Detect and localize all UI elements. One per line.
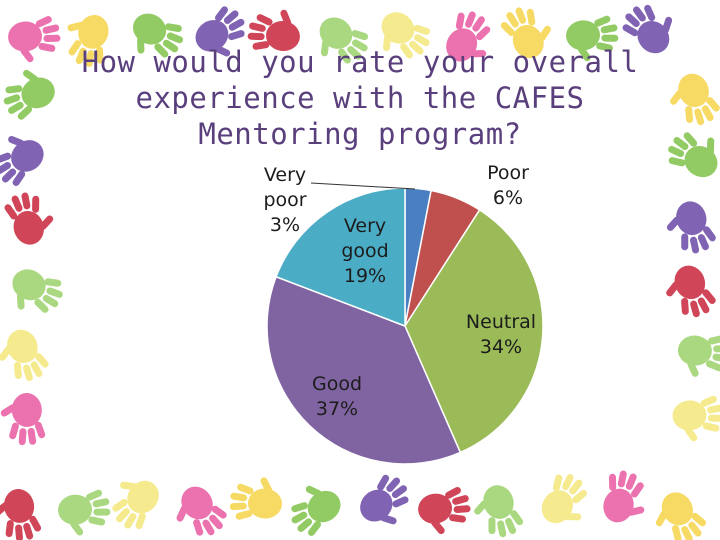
handprint-icon: [176, 486, 227, 536]
handprint-icon: [0, 489, 42, 540]
handprint-icon: [655, 492, 707, 540]
handprint-icon: [677, 335, 720, 377]
handprint-icon: [247, 9, 300, 52]
handprint-icon: [133, 13, 184, 58]
handprint-icon: [8, 16, 61, 63]
handprint-icon: [58, 489, 111, 536]
handprint-icon: [360, 474, 409, 525]
very-poor-leader-line: [310, 182, 416, 190]
handprint-icon: [603, 470, 645, 523]
handprint-icon: [0, 135, 44, 186]
handprint-icon: [112, 480, 159, 530]
pie-slice-neutral: [404, 208, 544, 454]
handprint-icon: [229, 477, 282, 520]
handprint-icon: [4, 192, 54, 245]
handprint-icon: [12, 269, 63, 313]
data-label-good: Good 37%: [312, 373, 362, 420]
pie-slice-good: [266, 275, 462, 465]
slide-title: How would you rate your overall experien…: [81, 45, 639, 151]
handprint-icon: [670, 73, 720, 126]
handprint-icon: [67, 15, 109, 67]
handprint-icon: [474, 485, 524, 538]
handprint-icon: [622, 4, 673, 54]
handprint-icon: [666, 265, 716, 318]
pie-slice-very-good: [275, 187, 406, 328]
handprint-icon: [381, 12, 431, 59]
handprint-icon: [566, 15, 619, 62]
handprint-icon: [3, 69, 55, 120]
handprint-icon: [666, 201, 716, 254]
handprint-icon: [418, 486, 471, 535]
handprint-icon: [0, 393, 46, 446]
handprint-icon: [500, 7, 551, 59]
data-label-very-good: Very good 19%: [341, 215, 388, 287]
handprint-icon: [0, 329, 49, 382]
handprint-icon: [446, 11, 491, 62]
pie-slices: [266, 187, 544, 465]
data-label-neutral: Neutral 34%: [466, 311, 536, 358]
handprint-icon: [291, 485, 341, 536]
data-label-very-poor: Very poor 3%: [263, 164, 306, 236]
data-label-poor: Poor 6%: [487, 162, 529, 209]
pie-labels: Very poor 3% Poor 6% Neutral 34% Good 37% Very goo…: [263, 162, 536, 420]
handprint-icon: [195, 6, 245, 57]
handprint-icon: [541, 474, 587, 524]
handprint-icon: [319, 17, 369, 64]
handprint-icon: [668, 132, 718, 178]
